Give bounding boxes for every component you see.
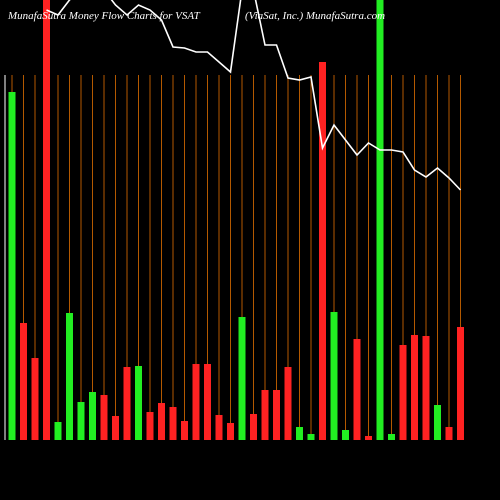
bar <box>342 430 349 440</box>
bar <box>146 412 154 440</box>
bar <box>192 364 200 440</box>
bar <box>399 345 407 440</box>
bar <box>434 405 441 440</box>
bar <box>77 402 85 440</box>
bar <box>20 323 27 440</box>
bar <box>181 421 188 440</box>
bar <box>31 358 39 440</box>
chart-subtitle: (ViaSat, Inc.) MunafaSutra.com <box>245 10 385 22</box>
bar <box>158 403 165 440</box>
bar <box>307 434 315 440</box>
bar <box>123 367 131 440</box>
bar <box>296 427 303 440</box>
bar <box>422 336 430 440</box>
bar <box>457 327 464 440</box>
money-flow-line <box>46 0 462 191</box>
bar <box>319 62 326 440</box>
lines <box>46 0 462 191</box>
bar <box>100 395 108 440</box>
bar <box>43 0 50 440</box>
bar <box>169 407 177 440</box>
bar <box>284 367 292 440</box>
bar <box>89 392 96 440</box>
bar <box>273 390 280 440</box>
bar <box>135 366 142 440</box>
bar <box>238 317 246 440</box>
bar <box>54 422 62 440</box>
bar <box>330 312 338 440</box>
grid <box>11 75 461 440</box>
bar <box>227 423 234 440</box>
bars <box>8 0 464 440</box>
bar <box>66 313 73 440</box>
bar <box>353 339 361 440</box>
bar <box>261 390 269 440</box>
bar <box>376 0 384 440</box>
bar <box>365 436 372 440</box>
bar <box>215 415 223 440</box>
bar <box>388 434 395 440</box>
bar <box>445 427 453 440</box>
bar <box>112 416 119 440</box>
chart-title: MunafaSutra Money Flow Charts for VSAT <box>7 10 201 22</box>
bar <box>204 364 211 440</box>
bar <box>8 92 16 440</box>
bar <box>411 335 418 440</box>
bar <box>250 414 257 440</box>
